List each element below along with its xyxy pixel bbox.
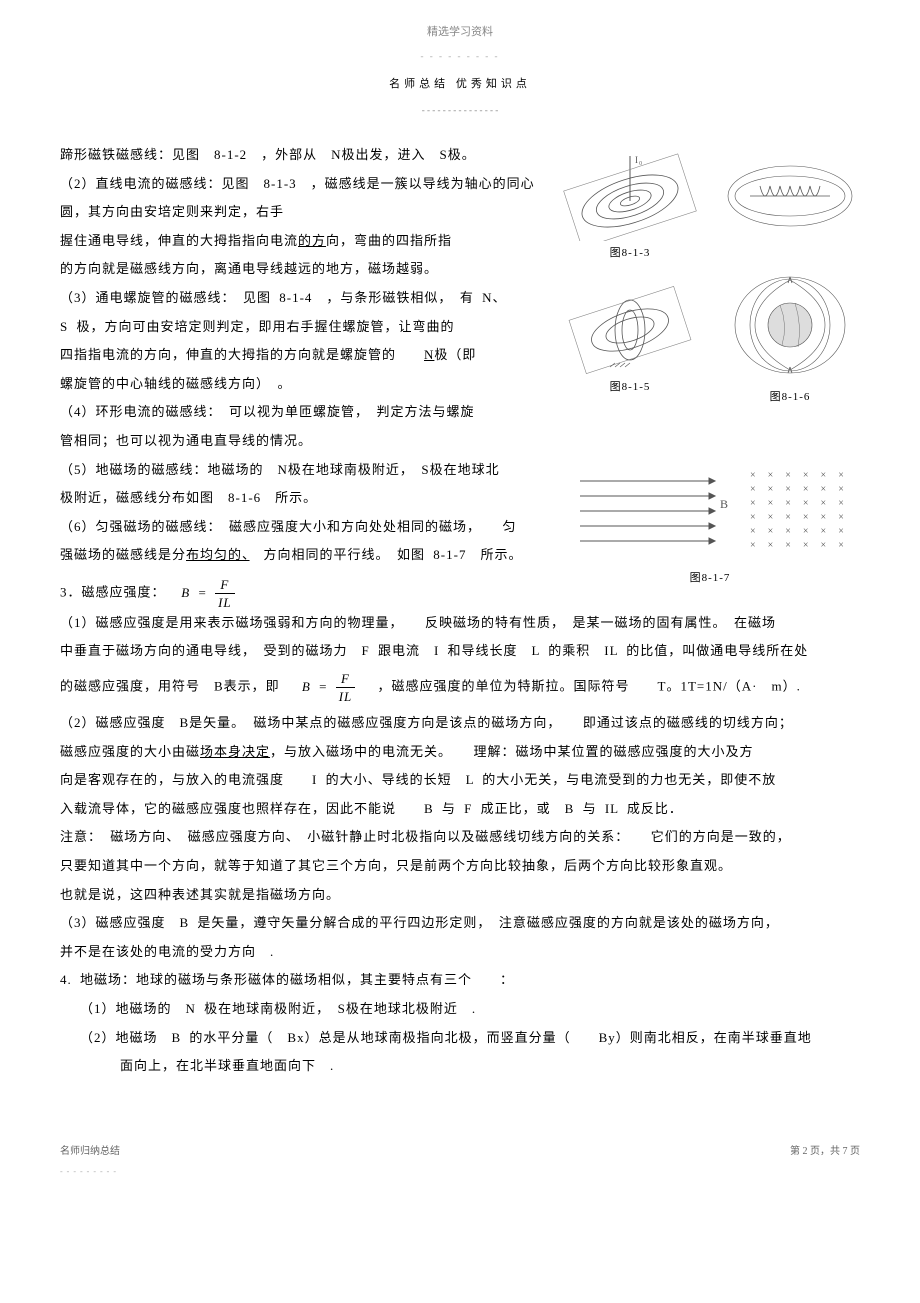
para-7b: N [424,347,434,362]
formula-eq2: = [319,673,327,702]
para-21: 向是客观存在的，与放入的电流强度 I 的大小、导线的长短 L 的大小无关，与电流… [60,766,860,795]
figures-panel: I₀ 图8-1-3 [560,151,860,419]
header-dash: - - - - - - - - - - - - - - - [60,101,860,121]
para-18b: ，磁感应强度的单位为特斯拉。国际符号 T。1T=1N/（A· m）. [364,679,801,694]
fig-label-815: 图8-1-5 [560,375,700,399]
para-14c: 方向相同的平行线。 如图 8-1-7 所示。 [250,547,523,562]
para-15a: 3．磁感应强度： [60,584,173,599]
para-30: （2）地磁场 B 的水平分量（ Bx）总是从地球南极指向北极，而竖直分量（ By… [60,1024,860,1053]
formula-num: F [215,578,235,594]
para-20c: ，与放入磁场中的电流无关。 理解：磁场中某位置的磁感应强度的大小及方 [270,744,754,759]
para-16: （1）磁感应强度是用来表示磁场强弱和方向的物理量， 反映磁场的特有性质， 是某一… [60,609,860,638]
para-18: 的磁感应强度，用符号 B表示，即 B = F IL ，磁感应强度的单位为特斯拉。… [60,672,860,703]
fig-label-817: 图8-1-7 [560,566,860,590]
formula-B: B [181,579,190,608]
para-24: 只要知道其中一个方向，就等于知道了其它三个方向，只是前两个方向比较抽象，后两个方… [60,852,860,881]
formula-den: IL [215,594,235,609]
svg-text:× × × × × ×: × × × × × × [750,540,845,551]
para-20: 磁感应强度的大小由磁场本身决定，与放入磁场中的电流无关。 理解：磁场中某位置的磁… [60,738,860,767]
footer-right: 第 2 页，共 7 页 [790,1141,860,1181]
formula-num2: F [336,672,356,688]
para-17: 中垂直于磁场方向的通电导线， 受到的磁场力 F 跟电流 I 和导线长度 L 的乘… [60,637,860,666]
para-3a: 握住通电导线，伸直的大拇指指向电流 [60,233,298,248]
svg-text:B: B [720,497,729,511]
figure-8-1-5: 图8-1-5 [560,275,700,409]
para-20b: 场本身决定 [200,744,270,759]
header-dots: - - - - - - - - - [60,47,860,67]
figure-8-1-7: B × × × × × × × × × × × × × × × × × × × … [560,466,860,590]
para-14b: 布均匀的、 [186,547,250,562]
para-22: 入载流导体，它的磁感应强度也照样存在，因此不能说 B 与 F 成正比，或 B 与… [60,795,860,824]
para-28: 4. 地磁场：地球的磁场与条形磁体的磁场相似，其主要特点有三个 ： [60,966,860,995]
fig-label-816: 图8-1-6 [720,385,860,409]
svg-text:× × × × × ×: × × × × × × [750,470,845,481]
para-31: 面向上，在北半球垂直地面向下 . [60,1052,860,1081]
para-26: （3）磁感应强度 B 是矢量，遵守矢量分解合成的平行四边形定则， 注意磁感应强度… [60,909,860,938]
formula-den2: IL [336,688,356,703]
figure-8-1-3: I₀ 图8-1-3 [560,151,700,265]
para-27: 并不是在该处的电流的受力方向 . [60,938,860,967]
document-body: I₀ 图8-1-3 [60,141,860,1081]
fig-label-813: 图8-1-3 [560,241,700,265]
para-25: 也就是说，这四种表述其实就是指磁场方向。 [60,881,860,910]
formula-frac: F IL [215,578,235,609]
header-top-label: 精选学习资料 [60,20,860,44]
svg-text:× × × × × ×: × × × × × × [750,484,845,495]
para-7c: 极（即 [434,347,476,362]
footer-dots: - - - - - - - - - [60,1163,120,1181]
formula-frac2: F IL [336,672,356,703]
para-7a: 四指指电流的方向，伸直的大拇指的方向就是螺旋管的 [60,347,424,362]
para-29: （1）地磁场的 N 极在地球南极附近， S极在地球北极附近 . [60,995,860,1024]
svg-text:I₀: I₀ [635,155,643,165]
footer-left: 名师归纳总结 [60,1141,120,1163]
para-3c: 向，弯曲的四指所指 [326,233,452,248]
para-23: 注意： 磁场方向、 磁感应强度方向、 小磁针静止时北极指向以及磁感线切线方向的关… [60,823,860,852]
formula-eq: = [198,579,206,608]
svg-text:× × × × × ×: × × × × × × [750,498,845,509]
figure-8-1-4 [720,151,860,265]
para-3b: 的方 [298,233,326,248]
figure-8-1-6: 图8-1-6 [720,275,860,409]
para-20a: 磁感应强度的大小由磁 [60,744,200,759]
para-19: （2）磁感应强度 B是矢量。 磁场中某点的磁感应强度方向是该点的磁场方向， 即通… [60,709,860,738]
svg-text:× × × × × ×: × × × × × × [750,526,845,537]
page-footer: 名师归纳总结 - - - - - - - - - 第 2 页，共 7 页 [60,1141,860,1181]
para-14a: 强磁场的磁感线是分 [60,547,186,562]
para-10: 管相同；也可以视为通电直导线的情况。 [60,427,860,456]
formula-B2: B [302,673,311,702]
svg-text:× × × × × ×: × × × × × × [750,512,845,523]
header-sub-label: 名师总结 优秀知识点 [60,72,860,96]
para-18a: 的磁感应强度，用符号 B表示，即 [60,679,294,694]
